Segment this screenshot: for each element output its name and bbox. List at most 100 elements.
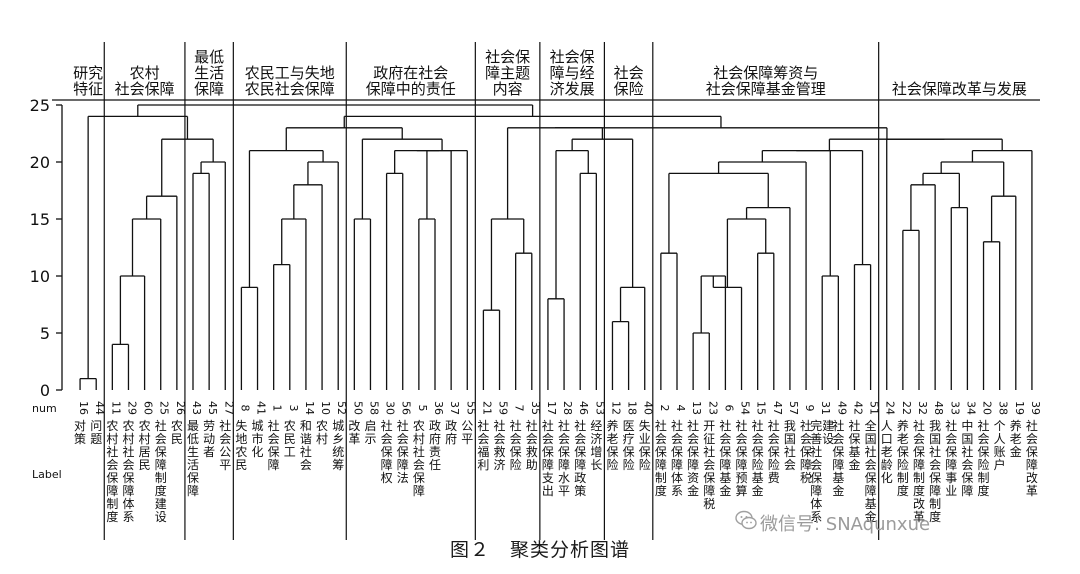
leaf-label: 人口老龄化 (881, 419, 893, 485)
leaf-num: 53 (593, 401, 606, 415)
y-tick-label: 15 (30, 210, 50, 229)
leaf-label: 公平 (461, 419, 473, 446)
num-row-label: num (32, 402, 57, 415)
leaf-label: 失业保险 (639, 418, 651, 472)
leaf-num: 15 (755, 401, 768, 415)
y-tick-label: 0 (40, 381, 50, 400)
leaf-num: 59 (497, 401, 510, 415)
leaf-label: 社会保障预算 (736, 418, 748, 498)
leaf-label: 中国社会保障 (961, 418, 973, 498)
category-header: 社会保障改革与发展 (892, 80, 1027, 98)
leaf-num: 37 (448, 401, 461, 415)
leaf-label: 社会保障政策 (574, 418, 586, 498)
leaf-label: 农村社会保障 (413, 419, 425, 498)
leaf-label: 农村 (316, 419, 328, 446)
leaf-num: 49 (835, 401, 848, 415)
category-header: 农村社会保障 (115, 64, 175, 98)
leaf-num: 6 (722, 405, 735, 412)
leaf-label: 对策 (74, 419, 86, 446)
leaf-num: 32 (916, 401, 929, 415)
leaf-num: 52 (335, 401, 348, 415)
leaf-num: 57 (787, 401, 800, 415)
leaf-num: 9 (803, 405, 816, 412)
leaf-label: 社会保障 (268, 418, 280, 472)
leaf-label: 养老保险制度 (897, 418, 909, 498)
category-header: 社会保险 (614, 64, 644, 98)
leaf-label: 问题 (90, 419, 102, 446)
leaf-label: 养老保险 (606, 418, 618, 472)
leaf-num: 19 (1013, 401, 1026, 415)
leaf-label: 社保基金 (848, 418, 860, 472)
leaf-num: 24 (884, 401, 897, 415)
leaf-num: 27 (222, 401, 235, 415)
leaf-num: 48 (932, 401, 945, 415)
leaf-label: 社会保障权 (381, 418, 393, 485)
leaf-label: 城市化 (252, 419, 264, 459)
watermark: 微信号: SNAqunxue (760, 514, 931, 535)
category-header: 社会保障与经济发展 (550, 48, 595, 98)
leaf-label: 完善社会保障体系建设 (810, 418, 834, 524)
leaf-label: 社会保障事业 (945, 418, 957, 498)
leaf-label: 农村社会保障制度 (106, 419, 118, 524)
leaf-num: 21 (480, 401, 493, 415)
leaf-num: 23 (706, 401, 719, 415)
leaf-label: 社会保险制度 (978, 418, 990, 498)
leaf-label: 社会保障基金 (832, 418, 844, 498)
leaf-num: 8 (238, 405, 251, 412)
leaf-label: 医疗保险 (623, 419, 635, 472)
leaf-label: 农民 (171, 419, 183, 446)
leaf-num: 50 (351, 401, 364, 415)
leaf-num: 12 (609, 401, 622, 415)
leaf-num: 42 (851, 401, 864, 415)
leaf-num: 2 (658, 405, 671, 412)
leaf-label: 社会保障制度改革 (913, 418, 925, 524)
leaf-num: 38 (997, 401, 1010, 415)
leaf-label: 养老金 (1010, 418, 1022, 459)
y-tick-label: 20 (30, 153, 50, 172)
leaf-label: 最低生活保障 (187, 419, 199, 498)
leaf-num: 11 (109, 401, 122, 415)
leaf-num: 30 (384, 401, 397, 415)
leaf-label: 和谐社会 (300, 419, 312, 472)
leaf-label: 个人账户 (994, 419, 1006, 472)
leaf-num: 18 (626, 401, 639, 415)
leaf-label: 城乡统筹 (332, 419, 344, 472)
leaf-label: 社会福利 (477, 418, 489, 472)
leaf-num: 3 (287, 405, 300, 412)
figure-caption: 图２ 聚类分析图谱 (449, 539, 630, 561)
leaf-label: 社会保障制度 (655, 418, 667, 498)
wechat-icon (735, 510, 757, 530)
leaf-num: 22 (900, 401, 913, 415)
leaf-num: 29 (125, 401, 138, 415)
leaf-num: 46 (577, 401, 590, 415)
leaf-label: 农村社会保障体系 (122, 419, 134, 524)
leaf-label: 社会保险基金 (752, 418, 764, 498)
leaf-num: 43 (190, 401, 203, 415)
leaf-num: 40 (642, 401, 655, 415)
leaf-label: 政府 (445, 419, 457, 446)
leaf-label: 社会保障改革 (1026, 418, 1038, 498)
leaf-num: 4 (674, 405, 687, 412)
leaf-num: 34 (964, 401, 977, 415)
leaf-num: 28 (561, 401, 574, 415)
leaf-num: 47 (771, 401, 784, 415)
leaf-num: 5 (416, 405, 429, 412)
leaf-num: 26 (174, 401, 187, 415)
leaf-label: 社会保障支出 (542, 418, 554, 498)
y-tick-label: 25 (30, 96, 50, 115)
leaf-label: 社会保障制度建设 (155, 418, 167, 524)
leaf-num: 17 (545, 401, 558, 415)
leaf-label: 社会公平 (219, 418, 231, 472)
leaf-num: 54 (739, 401, 752, 415)
leaf-label: 社会保障税 (800, 418, 812, 485)
category-header: 最低生活保障 (194, 48, 224, 98)
leaf-num: 33 (948, 401, 961, 415)
leaf-label: 我国社会保障制度 (929, 419, 941, 524)
leaf-num: 1 (271, 405, 284, 412)
leaf-label: 政府责任 (429, 419, 441, 472)
leaf-num: 51 (868, 401, 881, 415)
leaf-num: 36 (432, 401, 445, 415)
leaf-label: 改革 (348, 419, 360, 446)
leaf-num: 25 (158, 401, 171, 415)
